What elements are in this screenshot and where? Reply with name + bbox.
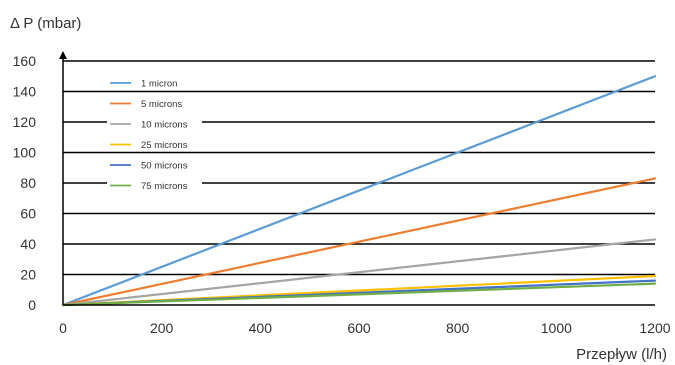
legend-entry-background: [107, 137, 202, 151]
y-tick-label: 60: [20, 206, 36, 222]
legend-entry-background: [107, 158, 202, 171]
axes: [59, 51, 655, 306]
legend-label: 5 microns: [141, 99, 182, 110]
x-tick-label: 1000: [541, 320, 572, 336]
x-tick-label: 200: [150, 320, 174, 336]
legend-label: 75 microns: [141, 181, 188, 192]
y-tick-label: 120: [13, 114, 37, 130]
x-tick-label: 0: [59, 320, 67, 336]
y-tick-label: 0: [28, 297, 36, 313]
tick-labels: 0 20 40 60 80 100 120 140 160 0 200 400 600 800 1000 12…: [13, 53, 671, 336]
legend-entry-background: [107, 76, 202, 89]
legend: 1 micron 5 microns 10 microns 25 microns 50 …: [107, 76, 202, 192]
x-tick-label: 1200: [639, 320, 670, 336]
series-line-5-microns: [61, 177, 657, 307]
legend-label: 50 microns: [141, 161, 188, 172]
y-axis-arrow-icon: [59, 51, 67, 59]
series-line-1-micron: [61, 75, 657, 307]
y-tick-label: 40: [20, 236, 36, 252]
series-layer: [61, 75, 657, 307]
series-line-75-microns: [61, 282, 657, 307]
y-tick-label: 160: [13, 53, 37, 69]
legend-entry-background: [107, 178, 202, 192]
y-axis-title: Δ P (mbar): [10, 15, 81, 32]
y-tick-label: 140: [13, 84, 37, 100]
y-tick-label: 100: [13, 145, 37, 161]
x-tick-label: 600: [347, 320, 371, 336]
legend-label: 1 micron: [141, 79, 177, 90]
x-tick-label: 400: [249, 320, 273, 336]
series-line-10-microns: [61, 238, 657, 307]
x-axis-title: Przepływ (l/h): [576, 346, 667, 363]
legend-label: 10 microns: [141, 120, 188, 131]
legend-label: 25 microns: [141, 140, 188, 151]
legend-entry-background: [107, 117, 202, 130]
legend-entry-background: [107, 96, 202, 110]
x-tick-label: 800: [446, 320, 470, 336]
y-tick-label: 80: [20, 175, 36, 191]
y-tick-label: 20: [20, 267, 36, 283]
